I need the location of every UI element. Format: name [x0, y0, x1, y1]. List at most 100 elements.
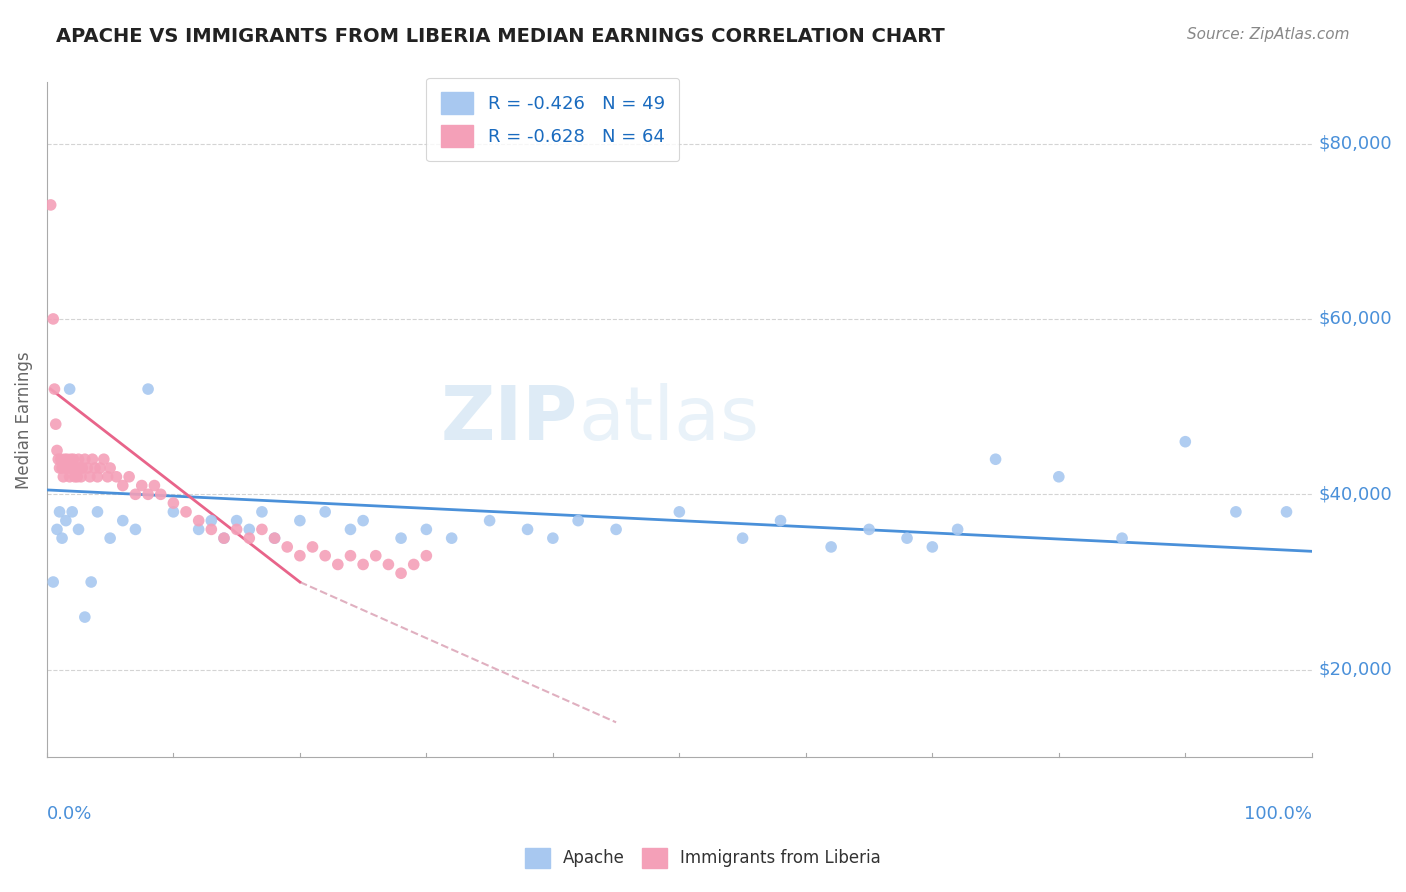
Point: [69, 461, 91, 475]
Point: [124, 487, 146, 501]
Point: [60, 505, 83, 519]
Point: [263, 531, 285, 545]
Point: [238, 531, 260, 545]
Point: [415, 549, 437, 563]
Point: [51, 461, 73, 475]
Point: [46, 522, 69, 536]
Point: [605, 522, 627, 536]
Text: $20,000: $20,000: [1319, 661, 1392, 679]
Legend: R = -0.426   N = 49, R = -0.628   N = 64: R = -0.426 N = 49, R = -0.628 N = 64: [426, 78, 679, 161]
Point: [263, 531, 285, 545]
Point: [668, 505, 690, 519]
Point: [1275, 505, 1298, 519]
Point: [352, 558, 374, 572]
Point: [118, 470, 141, 484]
Point: [250, 522, 273, 536]
Point: [326, 558, 349, 572]
Point: [200, 514, 222, 528]
Point: [62, 452, 84, 467]
Point: [301, 540, 323, 554]
Point: [89, 461, 111, 475]
Point: [65, 461, 87, 475]
Point: [174, 505, 197, 519]
Point: [73, 610, 96, 624]
Point: [187, 514, 209, 528]
Point: [1047, 470, 1070, 484]
Point: [98, 531, 121, 545]
Point: [136, 487, 159, 501]
Point: [79, 470, 101, 484]
Point: [76, 461, 98, 475]
Text: 0.0%: 0.0%: [46, 805, 93, 822]
Point: [111, 478, 134, 492]
Point: [67, 522, 90, 536]
Point: [858, 522, 880, 536]
Text: $80,000: $80,000: [1319, 135, 1392, 153]
Point: [200, 522, 222, 536]
Point: [105, 470, 128, 484]
Point: [143, 478, 166, 492]
Point: [124, 522, 146, 536]
Point: [1174, 434, 1197, 449]
Point: [541, 531, 564, 545]
Point: [44, 382, 66, 396]
Legend: Apache, Immigrants from Liberia: Apache, Immigrants from Liberia: [519, 841, 887, 875]
Point: [42, 312, 65, 326]
Point: [63, 470, 86, 484]
Point: [45, 417, 67, 432]
Point: [84, 461, 107, 475]
Point: [73, 452, 96, 467]
Point: [377, 558, 399, 572]
Point: [339, 522, 361, 536]
Point: [352, 514, 374, 528]
Point: [149, 487, 172, 501]
Point: [60, 461, 83, 475]
Point: [53, 452, 76, 467]
Point: [984, 452, 1007, 467]
Point: [51, 531, 73, 545]
Point: [98, 461, 121, 475]
Point: [276, 540, 298, 554]
Point: [72, 461, 94, 475]
Point: [162, 496, 184, 510]
Text: Source: ZipAtlas.com: Source: ZipAtlas.com: [1187, 27, 1350, 42]
Point: [364, 549, 387, 563]
Point: [67, 452, 90, 467]
Point: [339, 549, 361, 563]
Point: [55, 461, 77, 475]
Point: [389, 566, 412, 581]
Point: [58, 461, 80, 475]
Point: [478, 514, 501, 528]
Point: [111, 514, 134, 528]
Point: [769, 514, 792, 528]
Text: atlas: atlas: [578, 384, 759, 457]
Point: [136, 382, 159, 396]
Point: [225, 514, 247, 528]
Point: [97, 470, 120, 484]
Point: [212, 531, 235, 545]
Point: [1111, 531, 1133, 545]
Point: [162, 505, 184, 519]
Point: [59, 452, 82, 467]
Y-axis label: Median Earnings: Median Earnings: [15, 351, 32, 489]
Point: [187, 522, 209, 536]
Point: [250, 505, 273, 519]
Point: [415, 522, 437, 536]
Point: [56, 452, 79, 467]
Text: APACHE VS IMMIGRANTS FROM LIBERIA MEDIAN EARNINGS CORRELATION CHART: APACHE VS IMMIGRANTS FROM LIBERIA MEDIAN…: [56, 27, 945, 45]
Point: [39, 198, 62, 212]
Point: [946, 522, 969, 536]
Point: [55, 514, 77, 528]
Point: [48, 505, 70, 519]
Text: $40,000: $40,000: [1319, 485, 1392, 503]
Point: [59, 382, 82, 396]
Point: [52, 470, 75, 484]
Point: [86, 470, 108, 484]
Point: [70, 470, 93, 484]
Point: [42, 574, 65, 589]
Point: [402, 558, 425, 572]
Point: [66, 470, 89, 484]
Point: [225, 522, 247, 536]
Point: [131, 478, 153, 492]
Point: [288, 549, 311, 563]
